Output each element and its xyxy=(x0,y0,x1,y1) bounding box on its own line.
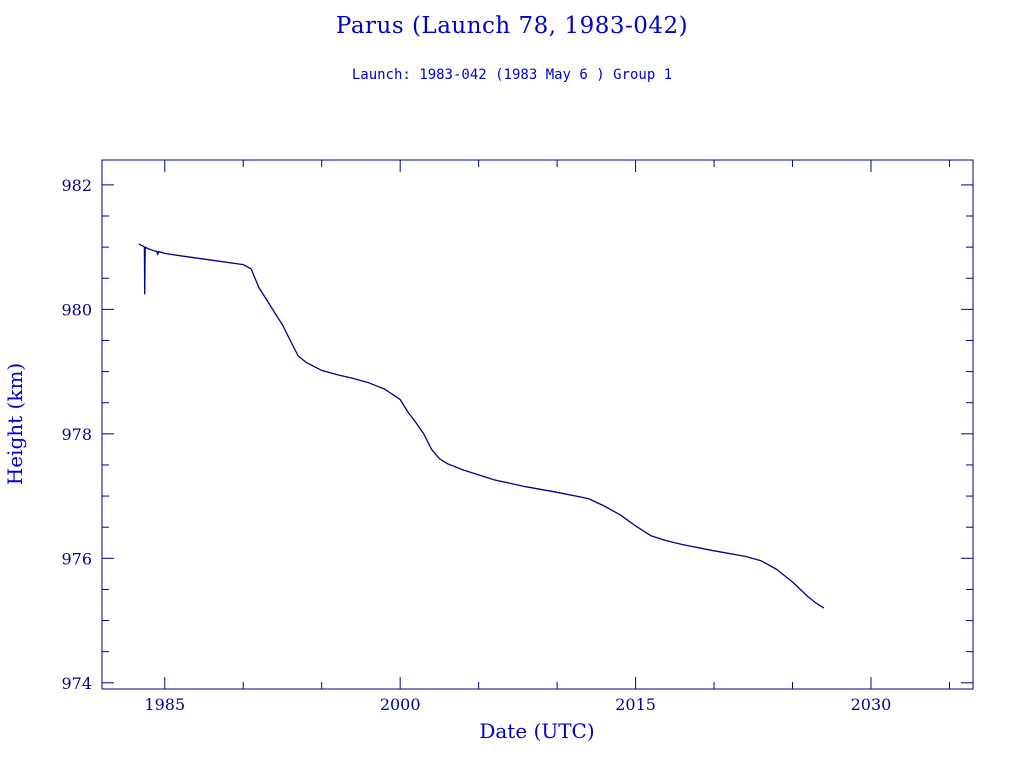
y-axis-label: Height (km) xyxy=(3,363,27,485)
x-axis: 1985 2000 2015 2030 xyxy=(144,160,950,714)
x-axis-label: Date (UTC) xyxy=(479,719,594,743)
y-tick-label: 976 xyxy=(61,549,92,568)
x-tick-label: 2030 xyxy=(851,695,892,714)
y-axis: 974 976 978 980 982 xyxy=(61,176,973,693)
plot-frame xyxy=(101,159,974,690)
x-tick-label: 1985 xyxy=(144,695,185,714)
series-line xyxy=(138,243,825,609)
series-layer xyxy=(138,243,825,609)
x-tick-label: 2015 xyxy=(615,695,656,714)
chart-subtitle: Launch: 1983-042 (1983 May 6 ) Group 1 xyxy=(351,67,673,83)
y-tick-label: 978 xyxy=(61,425,92,444)
chart-title: Parus (Launch 78, 1983-042) xyxy=(335,13,689,39)
y-tick-label: 982 xyxy=(61,176,92,195)
y-tick-label: 980 xyxy=(61,300,92,319)
y-tick-label: 974 xyxy=(61,674,92,693)
x-tick-label: 2000 xyxy=(380,695,421,714)
